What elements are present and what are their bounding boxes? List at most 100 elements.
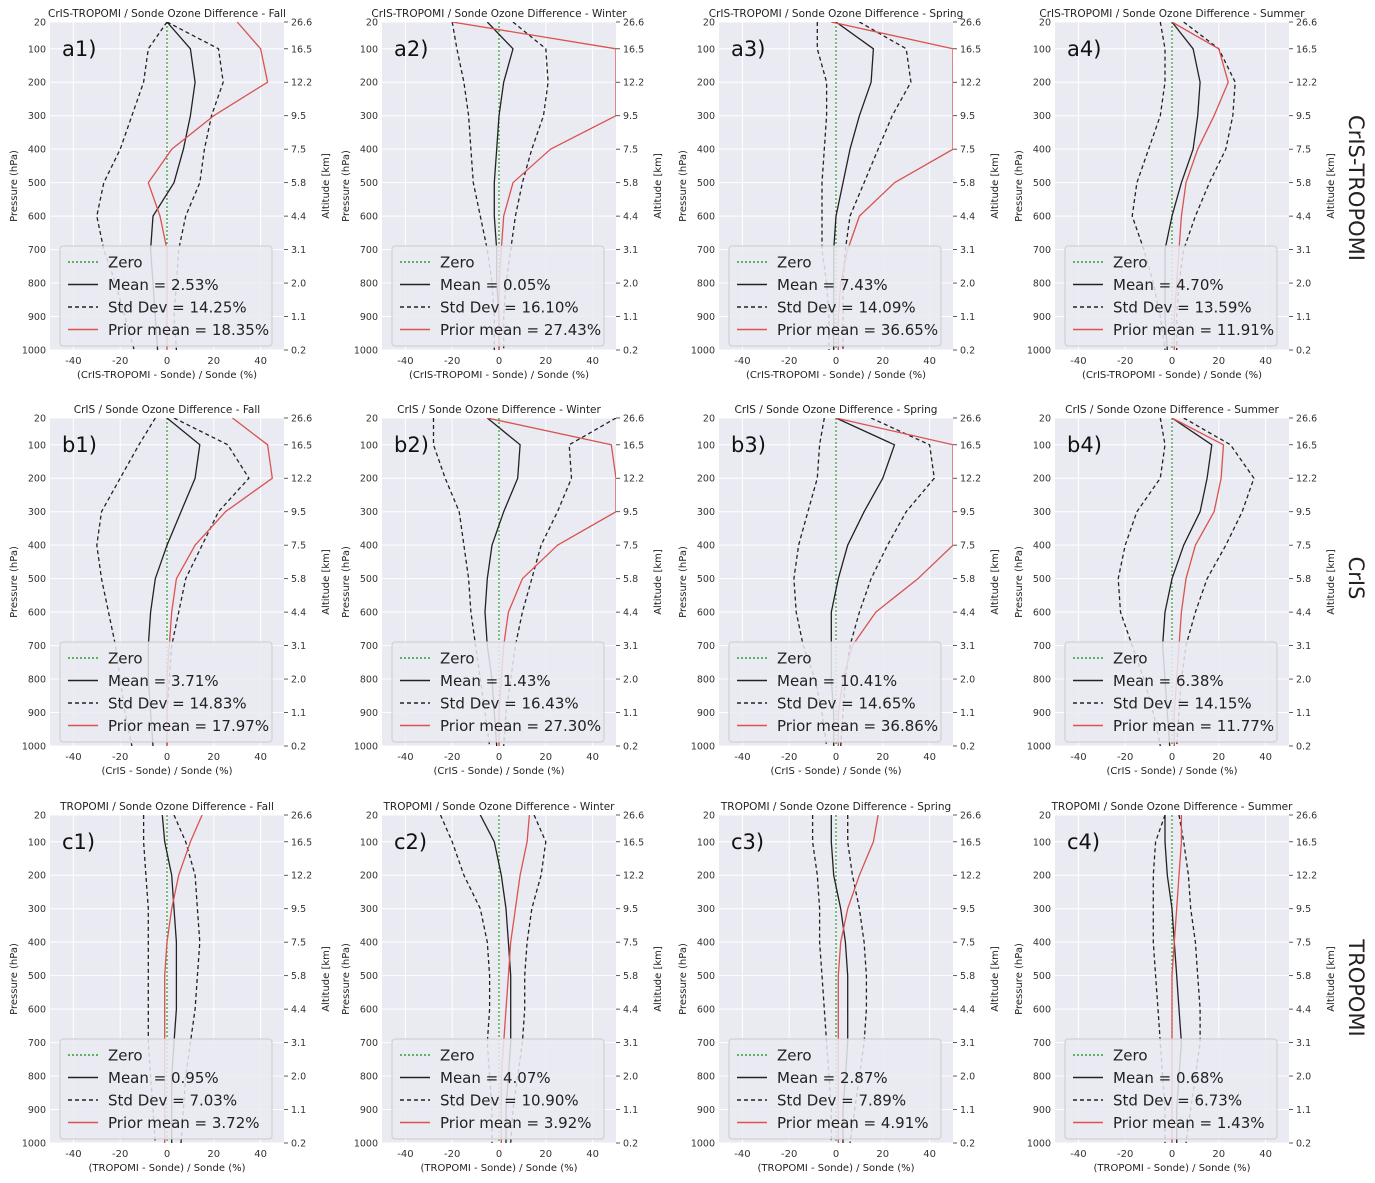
altitude-tick-label: 4.4: [1296, 212, 1311, 223]
altitude-tick-label: 7.5: [1296, 145, 1311, 156]
altitude-tick-label: 5.8: [623, 971, 638, 982]
y-axis-label-right: Altitude [km]: [653, 549, 664, 615]
pressure-tick-label: 20: [1039, 811, 1051, 822]
altitude-tick-label: 0.2: [291, 742, 306, 753]
legend-std-label: Std Dev = 7.89%: [777, 1092, 906, 1110]
pressure-tick-label: 300: [360, 904, 378, 915]
pressure-tick-label: 400: [360, 145, 378, 156]
altitude-tick-label: 5.8: [291, 971, 306, 982]
altitude-tick-label: 7.5: [1296, 541, 1311, 552]
pressure-tick-label: 400: [28, 145, 46, 156]
pressure-tick-label: 700: [28, 641, 46, 652]
altitude-tick-label: 1.1: [1296, 1105, 1311, 1116]
pressure-tick-label: 600: [360, 608, 378, 619]
pressure-tick-label: 400: [697, 541, 715, 552]
series-std-right-line: [510, 815, 547, 1143]
panel-b1: CrIS / Sonde Ozone Difference - Fall 20 10…: [9, 404, 332, 777]
legend-std-label: Std Dev = 14.15%: [1113, 695, 1252, 713]
x-tick-label: 40: [254, 752, 267, 763]
pressure-tick-label: 600: [28, 608, 46, 619]
altitude-tick-label: 3.1: [623, 245, 638, 256]
pressure-tick-label: 500: [1033, 574, 1051, 585]
y-axis-label: Pressure (hPa): [678, 150, 689, 222]
legend-std-label: Std Dev = 6.73%: [1113, 1092, 1242, 1110]
panel-title: CrIS-TROPOMI / Sonde Ozone Difference - …: [709, 8, 964, 20]
pressure-tick-label: 400: [28, 541, 46, 552]
altitude-tick-label: 26.6: [291, 18, 312, 29]
series-std-left-line: [432, 418, 491, 746]
altitude-tick-label: 9.5: [960, 111, 975, 122]
legend: Zero Mean = 0.68% Std Dev = 6.73% Prior mea…: [1064, 1038, 1278, 1140]
pressure-tick-label: 1000: [1027, 1139, 1051, 1150]
x-tick-label: 20: [207, 356, 220, 367]
altitude-tick-label: 9.5: [960, 904, 975, 915]
legend-std-label: Std Dev = 13.59%: [1113, 299, 1252, 317]
altitude-tick-label: 0.2: [960, 742, 975, 753]
pressure-tick-label: 100: [28, 440, 46, 451]
pressure-tick-label: 600: [697, 608, 715, 619]
altitude-tick-label: 5.8: [623, 574, 638, 585]
pressure-tick-label: 500: [28, 574, 46, 585]
legend-mean-label: Mean = 0.05%: [440, 276, 551, 294]
legend-prior-label: Prior mean = 27.30%: [440, 717, 601, 735]
x-tick-label: -40: [734, 356, 750, 367]
altitude-tick-label: 1.1: [623, 1105, 638, 1116]
panel-label: c4): [1067, 830, 1100, 854]
legend-mean-label: Mean = 4.07%: [440, 1069, 551, 1087]
altitude-tick-label: 4.4: [623, 1005, 638, 1016]
pressure-tick-label: 900: [360, 312, 378, 323]
y-axis-label-right: Altitude [km]: [1326, 153, 1337, 219]
pressure-tick-label: 700: [1033, 245, 1051, 256]
series-std-right-line: [503, 22, 549, 350]
x-tick-label: 20: [1212, 356, 1225, 367]
pressure-tick-label: 900: [28, 312, 46, 323]
x-tick-label: 20: [876, 752, 889, 763]
pressure-tick-label: 20: [703, 18, 715, 29]
pressure-tick-label: 200: [28, 871, 46, 882]
pressure-tick-label: 20: [703, 811, 715, 822]
pressure-tick-label: 100: [360, 440, 378, 451]
altitude-tick-label: 9.5: [623, 904, 638, 915]
x-tick-label: -40: [397, 356, 413, 367]
altitude-tick-label: 1.1: [960, 708, 975, 719]
panel-b2: CrIS / Sonde Ozone Difference - Winter 20…: [341, 404, 664, 777]
pressure-tick-label: 100: [697, 837, 715, 848]
panel-c3: TROPOMI / Sonde Ozone Difference - Sprin…: [678, 801, 1001, 1174]
altitude-tick-label: 2.0: [1296, 675, 1311, 686]
legend-zero-label: Zero: [1113, 254, 1148, 272]
pressure-tick-label: 400: [1033, 145, 1051, 156]
pressure-tick-label: 300: [1033, 904, 1051, 915]
x-axis-label: (CrIS-TROPOMI - Sonde) / Sonde (%): [746, 370, 926, 381]
legend-box: [728, 1038, 942, 1140]
altitude-tick-label: 16.5: [623, 44, 644, 55]
altitude-tick-label: 12.2: [623, 871, 644, 882]
altitude-tick-label: 3.1: [291, 1038, 306, 1049]
altitude-tick-label: 9.5: [623, 111, 638, 122]
pressure-tick-label: 20: [1039, 414, 1051, 425]
panel-label: b1): [62, 433, 97, 457]
y-axis-label-right: Altitude [km]: [990, 946, 1001, 1012]
pressure-tick-label: 1000: [1027, 742, 1051, 753]
altitude-tick-label: 9.5: [1296, 111, 1311, 122]
altitude-tick-label: 4.4: [1296, 608, 1311, 619]
altitude-tick-label: 0.2: [960, 1139, 975, 1150]
legend-box: [59, 245, 273, 347]
altitude-tick-label: 16.5: [960, 44, 981, 55]
legend-std-label: Std Dev = 16.10%: [440, 299, 579, 317]
pressure-tick-label: 500: [697, 574, 715, 585]
pressure-tick-label: 600: [697, 212, 715, 223]
pressure-tick-label: 500: [1033, 178, 1051, 189]
altitude-tick-label: 12.2: [291, 871, 312, 882]
altitude-tick-label: 16.5: [623, 837, 644, 848]
x-axis-label: (CrIS - Sonde) / Sonde (%): [1107, 766, 1238, 777]
altitude-tick-label: 4.4: [291, 1005, 306, 1016]
panel-title: CrIS-TROPOMI / Sonde Ozone Difference - …: [48, 8, 286, 20]
legend-box: [728, 245, 942, 347]
x-tick-label: -20: [781, 752, 797, 763]
legend-zero-label: Zero: [1113, 1047, 1148, 1065]
x-tick-label: 40: [254, 356, 267, 367]
altitude-tick-label: 26.6: [291, 811, 312, 822]
panel-label: a3): [731, 37, 765, 61]
legend-mean-label: Mean = 2.87%: [777, 1069, 888, 1087]
altitude-tick-label: 9.5: [960, 507, 975, 518]
